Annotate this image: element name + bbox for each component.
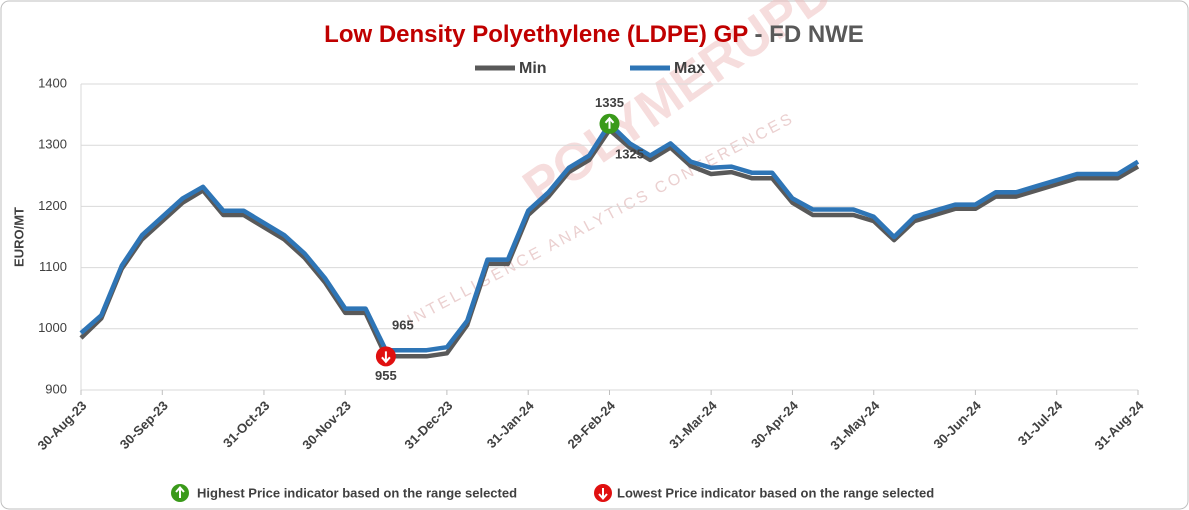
value-label: 1335 [595,95,624,110]
chart-title: Low Density Polyethylene (LDPE) GP - FD … [324,21,864,48]
y-tick-label: 1100 [39,259,67,274]
value-label: 1325 [615,146,644,161]
y-tick-label: 1400 [38,75,67,90]
value-label: 965 [392,318,414,333]
title-suffix: - FD NWE [755,21,864,48]
high-marker-arrow [604,116,615,129]
value-label: 955 [375,368,397,383]
y-axis-label: EURO/MT [11,207,26,267]
low-icon-arrow [598,488,608,501]
legend-label: Min [519,60,547,77]
y-tick-label: 1300 [38,137,67,152]
indicator-notes: Highest Price indicator based on the ran… [171,484,934,502]
high-note: Highest Price indicator based on the ran… [197,485,517,500]
title-main: Low Density Polyethylene (LDPE) GP [324,21,748,48]
y-tick-label: 1000 [38,320,67,335]
y-tick-label: 900 [45,381,67,396]
low-note: Lowest Price indicator based on the rang… [617,485,934,500]
y-tick-label: 1200 [38,198,67,213]
legend-label: Max [674,60,705,77]
low-marker-arrow [381,351,391,364]
high-icon-arrow [175,485,185,498]
